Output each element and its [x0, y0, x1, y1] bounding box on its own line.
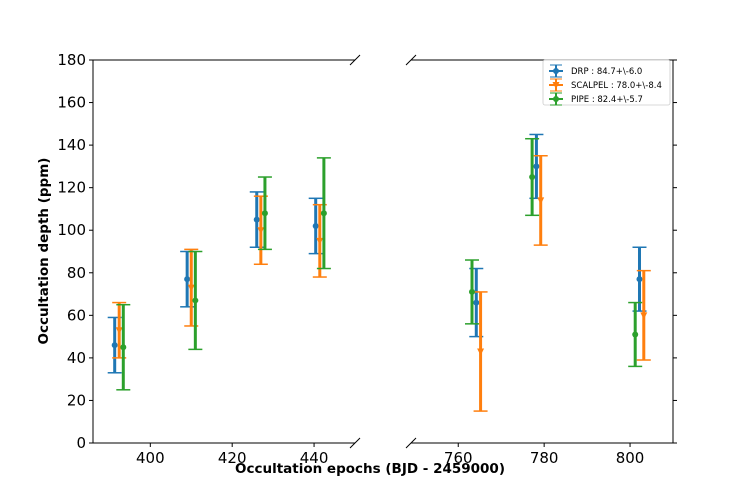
error-bar-point — [525, 137, 540, 217]
data-marker — [529, 174, 536, 181]
y-tick-label-0: 0 — [76, 434, 86, 452]
data-marker — [533, 163, 540, 170]
y-axis-label: Occultation depth (ppm) — [36, 158, 52, 345]
legend: DRP : 84.7+\-6.0 SCALPEL : 78.0+\-8.4 PIPE… — [542, 59, 671, 106]
legend-entry-drp: DRP : 84.7+\-6.0 — [549, 64, 642, 78]
error-bar-point — [312, 203, 327, 278]
data-marker — [261, 210, 268, 217]
error-bar-point — [107, 316, 122, 374]
x-tick-label-400: 400 — [136, 449, 165, 467]
error-bar-point — [257, 176, 272, 251]
y-tick-label-80: 80 — [67, 264, 86, 282]
series-pipe — [116, 137, 643, 391]
data-marker — [473, 299, 480, 306]
data-marker — [640, 312, 648, 320]
axis-break-mark-1 — [349, 437, 361, 449]
error-bar-point — [473, 291, 488, 412]
data-marker — [636, 276, 643, 283]
error-bar-point — [112, 301, 127, 359]
data-marker — [312, 222, 319, 229]
y-tick-label-100: 100 — [57, 221, 86, 239]
data-marker — [184, 276, 191, 283]
data-marker — [115, 327, 123, 335]
legend-entry-scalpel: SCALPEL : 78.0+\-8.4 — [549, 78, 662, 92]
error-bar-point — [464, 259, 479, 325]
data-marker — [537, 197, 545, 205]
plot-areas — [92, 59, 674, 444]
axis-ticks: 400 420 440 760 780 800 0 20 40 60 80 100 120 140 160 1… — [57, 51, 677, 467]
data-marker — [120, 344, 127, 351]
error-bar-point — [628, 301, 643, 368]
data-marker — [632, 331, 639, 338]
error-bar-point — [316, 157, 331, 270]
data-marker — [192, 297, 199, 304]
data-marker — [111, 342, 118, 349]
series-drp — [107, 133, 647, 374]
data-marker — [187, 284, 195, 292]
data-marker — [320, 210, 327, 217]
axis-break-mark-0 — [349, 54, 361, 66]
data-marker — [468, 288, 475, 295]
y-tick-label-140: 140 — [57, 136, 86, 154]
axis-break-mark-3 — [405, 437, 417, 449]
data-marker — [316, 237, 324, 245]
axis-break-marks — [349, 54, 417, 449]
legend-label: DRP : 84.7+\-6.0 — [571, 67, 642, 77]
data-series — [107, 133, 651, 412]
data-marker — [257, 227, 265, 235]
x-axis-label: Occultation epochs (BJD - 2459000) — [235, 461, 505, 477]
legend-marker — [552, 82, 560, 89]
legend-label: SCALPEL : 78.0+\-8.4 — [571, 81, 662, 91]
error-bar-point — [636, 269, 651, 361]
legend-marker — [553, 68, 559, 74]
x-tick-label-800: 800 — [616, 449, 645, 467]
error-bar-point — [188, 250, 203, 351]
legend-marker — [553, 96, 559, 102]
legend-label: PIPE : 82.4+\-5.7 — [571, 95, 643, 105]
error-bar-point — [533, 155, 548, 246]
legend-entry-pipe: PIPE : 82.4+\-5.7 — [549, 92, 643, 106]
x-tick-label-440: 440 — [300, 449, 329, 467]
series-scalpel — [112, 155, 651, 412]
x-tick-label-760: 760 — [444, 449, 473, 467]
x-tick-label-780: 780 — [530, 449, 559, 467]
data-marker — [253, 216, 260, 223]
data-marker — [477, 348, 485, 356]
y-tick-label-160: 160 — [57, 94, 86, 112]
error-bar-point — [184, 248, 199, 327]
y-tick-label-120: 120 — [57, 179, 86, 197]
y-tick-label-60: 60 — [67, 306, 86, 324]
legend-frame — [542, 59, 671, 106]
axis-break-mark-2 — [405, 54, 417, 66]
y-tick-label-20: 20 — [67, 391, 86, 409]
y-tick-label-40: 40 — [67, 349, 86, 367]
error-bar-point — [116, 303, 131, 391]
y-tick-label-180: 180 — [57, 51, 86, 69]
x-tick-label-420: 420 — [218, 449, 247, 467]
